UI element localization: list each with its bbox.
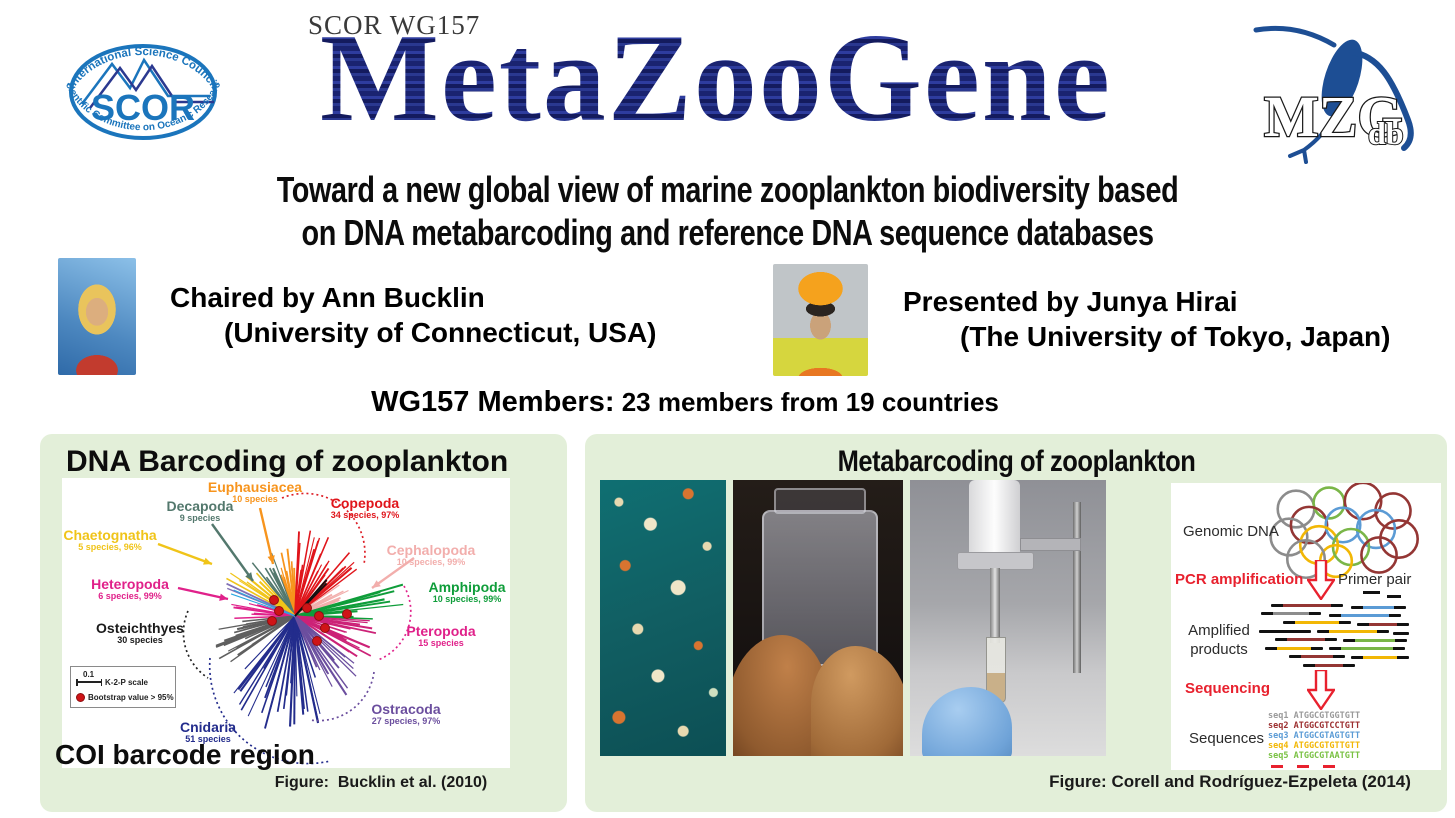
tree-label-amphipoda: Amphipoda 10 species, 99% bbox=[428, 579, 506, 604]
right-panel-title-wrap: Metabarcoding of zooplankton bbox=[585, 445, 1447, 479]
sequence-list: seq1 ATGGCGTGGTGTT seq2 ATGGCGTCCTGTT seq3… bbox=[1268, 711, 1360, 761]
plankton-microscopy-photo bbox=[600, 480, 726, 756]
amplified-bar bbox=[1317, 630, 1389, 633]
members-detail: 23 members from 19 countries bbox=[614, 387, 999, 417]
sequence-row-seq4: seq4 ATGGCGTGTTGTT bbox=[1268, 741, 1361, 751]
legend-scale-value: 0.1 bbox=[83, 670, 95, 679]
sequencing-arrow-icon bbox=[1307, 670, 1335, 710]
ann-bucklin-photo bbox=[58, 258, 136, 375]
primer-dash-1 bbox=[1363, 591, 1380, 594]
sequence-row-seq5: seq5 ATGGCGTAATGTT bbox=[1268, 751, 1361, 761]
left-figure-caption: Figure: Bucklin et al. (2010) bbox=[274, 774, 488, 791]
pcr-arrow-icon bbox=[1307, 560, 1335, 600]
sample-jar-photo bbox=[733, 480, 903, 756]
amplified-bar bbox=[1351, 606, 1406, 609]
tree-label-ostracoda: Ostracoda 27 species, 97% bbox=[371, 701, 441, 726]
sequence-row-seq3: seq3 ATGGCGTAGTGTT bbox=[1268, 731, 1361, 741]
metabarcoding-panel: Metabarcoding of zooplankton Genomic DNA… bbox=[585, 434, 1447, 812]
amplified-bar bbox=[1261, 612, 1321, 615]
sequence-row-seq1: seq1 ATGGCGTGGTGTT bbox=[1268, 711, 1361, 721]
phylogenetic-tree-figure: Euphausiacea 10 species Decapoda 9 species C… bbox=[62, 478, 510, 768]
amplified-bar bbox=[1343, 639, 1407, 642]
copepod-icon bbox=[1253, 25, 1414, 164]
sequences-label: Sequences bbox=[1189, 730, 1265, 747]
amplified-bar bbox=[1329, 614, 1401, 617]
tree-label-copepoda: Copepoda 34 species, 97% bbox=[330, 495, 400, 520]
amplified-bar bbox=[1303, 664, 1355, 667]
mzg-logo-suffix: db bbox=[1368, 115, 1404, 151]
tree-labels-layer: Euphausiacea 10 species Decapoda 9 species C… bbox=[62, 478, 510, 768]
amplified-products-label: Amplified products bbox=[1188, 622, 1250, 658]
tree-label-pteropoda: Pteropoda 15 species bbox=[406, 623, 476, 648]
primer-pair-label: Primer pair bbox=[1338, 571, 1412, 588]
wg-number-label: SCOR WG157 bbox=[308, 10, 480, 41]
tree-label-cephalopoda: Cephalopoda 10 species, 99% bbox=[386, 542, 476, 567]
homogenizer-photo bbox=[910, 480, 1106, 756]
chair-line-2: (University of Connecticut, USA) bbox=[224, 317, 657, 348]
amplified-bar bbox=[1393, 632, 1409, 635]
members-line: WG157 Members: 23 members from 19 countr… bbox=[0, 386, 1370, 419]
legend-bootstrap-label: Bootstrap value > 95% bbox=[88, 693, 174, 702]
presenter-line-2: (The University of Tokyo, Japan) bbox=[960, 321, 1391, 352]
clipped-red-text bbox=[1271, 765, 1341, 768]
right-hand bbox=[811, 645, 903, 756]
stand-pole bbox=[1072, 502, 1081, 674]
amplified-bar bbox=[1259, 630, 1311, 633]
junya-hirai-photo bbox=[773, 264, 868, 376]
amplified-bar bbox=[1329, 647, 1405, 650]
genomic-dna-label: Genomic DNA bbox=[1183, 523, 1279, 540]
tree-label-euphausiacea: Euphausiacea 10 species bbox=[207, 479, 303, 504]
blue-glove bbox=[921, 687, 1012, 756]
amplified-bar bbox=[1289, 655, 1345, 658]
tree-label-heteropoda: Heteropoda 6 species, 99% bbox=[91, 576, 169, 601]
tree-svg bbox=[157, 492, 415, 765]
amplified-bar bbox=[1357, 623, 1409, 626]
subtitle-line-1: Toward a new global view of marine zoopl… bbox=[276, 169, 1179, 210]
scor-mountain-line-2 bbox=[89, 63, 214, 109]
genomic-dna-circles bbox=[1269, 483, 1419, 580]
amplified-bar bbox=[1275, 638, 1337, 641]
coi-barcode-region-label: COI barcode region bbox=[55, 739, 315, 770]
legend-scale-label: K-2-P scale bbox=[105, 678, 148, 687]
homogenizer-rod bbox=[990, 568, 1001, 643]
primer-dash-2 bbox=[1387, 595, 1401, 598]
amplified-bar bbox=[1351, 656, 1409, 659]
pcr-amplification-label: PCR amplification bbox=[1175, 571, 1304, 588]
scor-mountain-line-1 bbox=[81, 57, 210, 105]
tree-label-chaetognatha: Chaetognatha 5 species, 96% bbox=[63, 527, 157, 552]
members-label: WG157 Members: bbox=[371, 386, 615, 418]
mzg-logo-text: MZG bbox=[1264, 84, 1403, 149]
amplified-bar bbox=[1283, 621, 1351, 624]
tree-legend: 0.1 K-2-P scale Bootstrap value > 95% bbox=[70, 666, 176, 708]
tree-label-decapoda: Decapoda 9 species bbox=[166, 498, 234, 523]
stand-arm bbox=[1019, 537, 1081, 551]
amplified-bar bbox=[1265, 647, 1323, 650]
sequence-row-seq2: seq2 ATGGCGTCCTGTT bbox=[1268, 721, 1361, 731]
tree-label-osteichthyes: Osteichthyes 30 species bbox=[96, 620, 184, 645]
right-panel-title: Metabarcoding of zooplankton bbox=[837, 445, 1195, 478]
subtitle-line-2: on DNA metabarcoding and reference DNA s… bbox=[301, 212, 1154, 253]
subtitle: Toward a new global view of marine zoopl… bbox=[0, 168, 1455, 254]
amplified-products-bars bbox=[1171, 483, 1441, 770]
homogenizer-motor bbox=[968, 480, 1020, 563]
scor-acronym: SCOR bbox=[91, 87, 195, 128]
amplified-bar bbox=[1271, 604, 1343, 607]
scor-logo: International Science Council Scientific… bbox=[38, 8, 223, 140]
main-title: MetaZooGene bbox=[320, 9, 1112, 148]
scale-bar-icon bbox=[76, 679, 102, 685]
left-panel-title: DNA Barcoding of zooplankton bbox=[66, 445, 509, 478]
right-figure-caption: Figure: Corell and Rodríguez-Ezpeleta (2… bbox=[1049, 772, 1411, 791]
bootstrap-dot-icon bbox=[76, 693, 85, 703]
tree-label-cnidaria: Cnidaria 51 species bbox=[179, 719, 237, 744]
metabarcoding-workflow-diagram: Genomic DNA PCR amplification Primer pai… bbox=[1171, 483, 1441, 770]
sequencing-label: Sequencing bbox=[1185, 680, 1271, 697]
mzgdb-logo: MZG db bbox=[1253, 25, 1414, 164]
presenter-line-1: Presented by Junya Hirai bbox=[903, 286, 1238, 317]
dna-barcoding-panel: DNA Barcoding of zooplankton Euphausiace… bbox=[40, 434, 567, 812]
chair-line-1: Chaired by Ann Bucklin bbox=[170, 282, 485, 313]
